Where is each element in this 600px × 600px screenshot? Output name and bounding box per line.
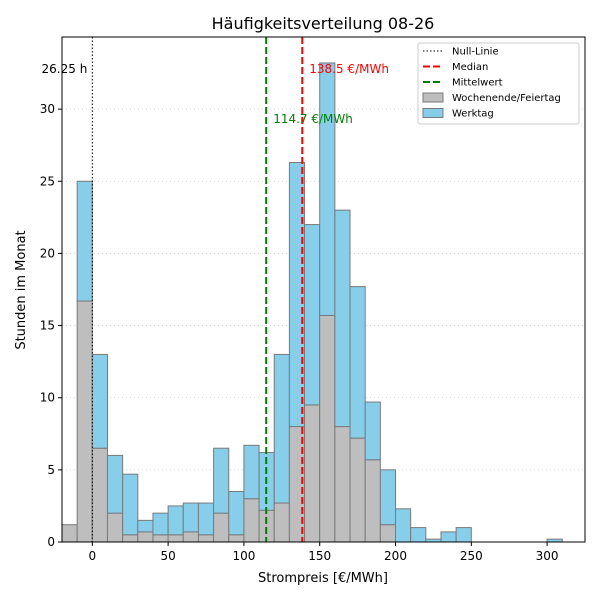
chart-title: Häufigkeitsverteilung 08-26 [212,14,435,33]
bar-weekend [152,534,169,543]
bar-workday [122,473,139,536]
bar-workday [91,353,108,449]
bar-workday [349,286,366,439]
x-tick-label: 200 [384,549,407,563]
annotations: 26.25 h 138.5 €/MWh 114.7 €/MWh [42,62,389,126]
bar-weekend [349,437,366,543]
bar-workday [304,224,321,406]
bar-workday [440,531,457,543]
legend-label: Mittelwert [452,78,503,89]
bar-workday [379,469,397,526]
legend-swatch [422,108,444,118]
bar-weekend [167,534,184,543]
legend-swatch [422,92,444,103]
legend-label: Werktag [452,109,494,120]
bar-workday [137,519,154,533]
x-tick-label: 50 [160,549,175,563]
bar-workday [197,502,215,536]
bar-weekend [137,531,154,543]
bar-workday [455,527,472,543]
bar-workday [395,508,412,543]
y-tick-label: 20 [40,246,55,260]
plot-frame [61,36,586,543]
annotation-mittelwert: 114.7 €/MWh [273,112,353,126]
x-tick-label: 150 [308,549,331,563]
bar-weekend [319,314,336,543]
y-axis-ticks: 0 5 10 15 20 25 30 [40,102,62,549]
x-tick-label: 0 [88,549,96,563]
annotation-median: 138.5 €/MWh [309,62,389,76]
y-tick-label: 30 [40,102,55,116]
legend: Null-Linie Median Mittelwert Wochenende/Fei… [417,42,580,125]
bar-workday [167,505,184,536]
y-tick-label: 5 [47,463,55,477]
bars [61,62,563,543]
bar-weekend [364,459,381,543]
bar-workday [273,353,290,504]
legend-label: Null-Linie [452,47,499,58]
y-tick-label: 0 [47,535,55,549]
bar-workday [76,180,93,302]
bar-weekend [243,498,260,543]
bar-workday [152,512,169,536]
x-tick-label: 250 [460,549,483,563]
x-tick-label: 300 [536,549,559,563]
x-axis-label: Strompreis [€/MWh] [258,571,388,586]
bar-workday [228,491,245,536]
bar-workday [182,502,199,533]
legend-label: Median [452,62,488,73]
legend-label: Wochenende/Feiertag [452,93,561,104]
bar-weekend [61,524,78,543]
bar-workday [410,527,427,543]
y-tick-label: 25 [40,174,55,188]
bar-weekend [379,524,397,543]
bar-weekend [304,404,321,543]
x-tick-label: 100 [232,549,255,563]
bar-weekend [273,502,290,543]
y-axis-label: Stunden im Monat [14,230,29,349]
bar-weekend [106,512,124,543]
bar-weekend [197,534,215,543]
y-tick-label: 15 [40,319,55,333]
annotation-null-linie: 26.25 h [42,62,88,76]
bar-weekend [122,534,139,543]
bar-workday [319,62,336,316]
bar-weekend [76,300,93,543]
bar-workday [213,447,230,514]
bar-weekend [91,447,108,543]
bar-workday [364,401,381,461]
bar-weekend [182,531,199,543]
bar-workday [106,454,124,514]
bar-workday [243,444,260,500]
x-axis-ticks: 0 50 100 150 200 250 300 [88,542,559,563]
bar-workday [334,209,351,428]
bar-weekend [334,426,351,543]
bar-weekend [213,512,230,543]
reference-lines [91,37,304,542]
legend-box [417,42,580,125]
bar-weekend [228,534,245,543]
y-tick-label: 10 [40,391,55,405]
